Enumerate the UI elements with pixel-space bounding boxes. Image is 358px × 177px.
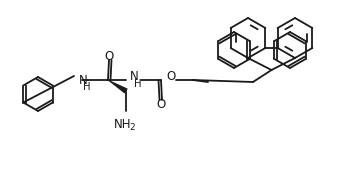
Text: 2: 2: [129, 124, 135, 133]
Text: H: H: [83, 82, 91, 92]
Text: O: O: [166, 70, 175, 84]
Text: O: O: [105, 50, 113, 62]
Text: N: N: [79, 73, 88, 87]
Text: O: O: [156, 98, 166, 110]
Text: N: N: [130, 70, 139, 84]
Text: H: H: [134, 79, 141, 89]
Text: NH: NH: [114, 118, 132, 132]
Polygon shape: [108, 80, 127, 93]
